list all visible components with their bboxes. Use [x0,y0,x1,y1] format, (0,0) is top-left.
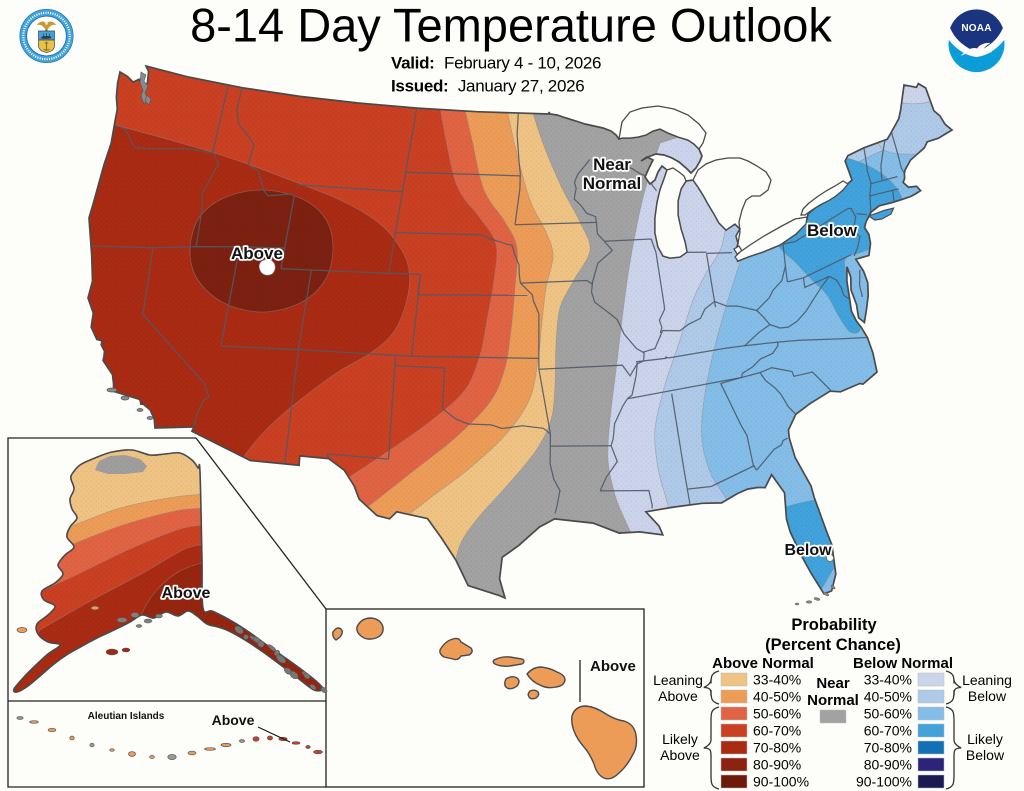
svg-text:40-50%: 40-50% [864,689,912,705]
svg-text:Leaning: Leaning [653,672,703,688]
svg-text:Likely: Likely [662,731,698,747]
svg-text:Aleutian Islands: Aleutian Islands [88,711,165,722]
svg-text:80-90%: 80-90% [864,757,912,773]
svg-text:90-100%: 90-100% [856,774,912,790]
svg-text:Normal: Normal [583,174,642,193]
svg-text:60-70%: 60-70% [864,723,912,739]
svg-text:8-14 Day Temperature Outlook: 8-14 Day Temperature Outlook [190,0,832,52]
svg-text:Above Normal: Above Normal [712,655,814,672]
svg-text:Below: Below [968,688,1007,704]
svg-text:Issued: January 27, 2026: Issued: January 27, 2026 [391,77,584,96]
svg-text:Leaning: Leaning [962,672,1012,688]
svg-text:Above: Above [660,747,700,763]
svg-text:Likely: Likely [967,731,1003,747]
svg-text:80-90%: 80-90% [753,757,801,773]
svg-text:33-40%: 33-40% [864,672,912,688]
svg-text:Above: Above [590,658,636,675]
svg-text:60-70%: 60-70% [753,723,801,739]
svg-text:Below: Below [966,747,1005,763]
svg-text:Above: Above [162,585,211,602]
svg-text:50-60%: 50-60% [753,706,801,722]
svg-text:(Percent Chance): (Percent Chance) [765,636,901,654]
svg-text:Valid: February 4 - 10, 2026: Valid: February 4 - 10, 2026 [391,54,601,73]
svg-text:Below: Below [807,221,858,240]
svg-text:70-80%: 70-80% [864,740,912,756]
svg-text:40-50%: 40-50% [753,689,801,705]
svg-text:Near: Near [593,155,631,174]
svg-text:Above: Above [231,244,283,263]
svg-text:90-100%: 90-100% [753,774,809,790]
svg-text:Above: Above [212,712,255,728]
svg-text:Below Normal: Below Normal [853,655,953,672]
svg-text:50-60%: 50-60% [864,706,912,722]
svg-text:Below: Below [784,542,832,559]
svg-text:Normal: Normal [807,692,859,709]
svg-text:Probability: Probability [791,616,877,634]
svg-text:70-80%: 70-80% [753,740,801,756]
svg-text:33-40%: 33-40% [753,672,801,688]
svg-text:Near: Near [816,675,850,692]
svg-text:NOAA: NOAA [961,23,991,34]
svg-text:Above: Above [658,688,698,704]
